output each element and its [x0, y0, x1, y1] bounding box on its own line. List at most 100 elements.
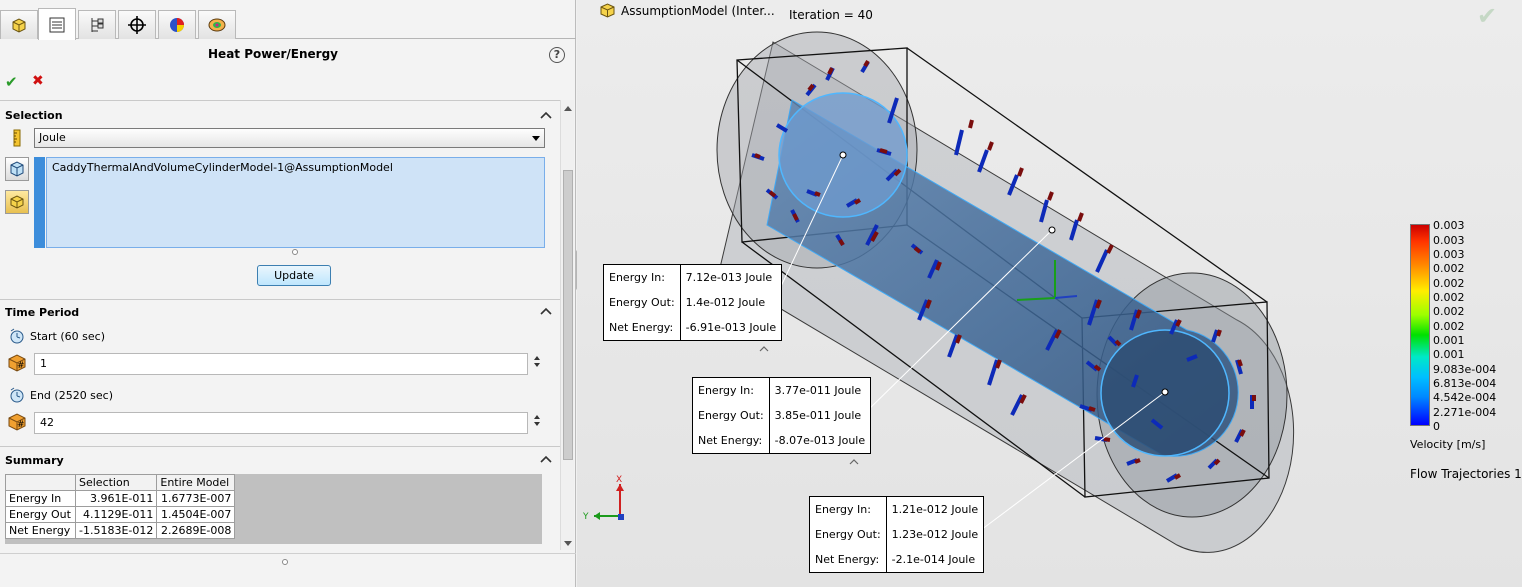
- table-cell: 4.1129E-011: [74, 506, 158, 523]
- svg-text:#: #: [17, 420, 25, 430]
- help-icon[interactable]: ?: [549, 47, 565, 63]
- probe-pin-1[interactable]: [839, 151, 847, 159]
- tab-property-manager[interactable]: [38, 8, 76, 40]
- tab-feature-manager[interactable]: [0, 10, 38, 39]
- probe-label: Net Energy:: [810, 547, 887, 572]
- ok-check-icon[interactable]: ✔: [5, 73, 18, 91]
- origin-triad: [1016, 260, 1078, 301]
- tab-configuration-manager[interactable]: [78, 10, 116, 39]
- end-value-input[interactable]: 42: [34, 412, 528, 434]
- row-label: Net Energy: [5, 522, 76, 539]
- probe-pin-3[interactable]: [1161, 388, 1169, 396]
- column-header: [5, 474, 76, 491]
- table-cell: -1.5183E-012: [74, 522, 158, 539]
- clock-icon: [10, 328, 24, 344]
- column-header: Selection: [74, 474, 158, 491]
- start-label-text: Start (60 sec): [30, 329, 105, 343]
- resize-grip[interactable]: [282, 559, 288, 565]
- divider: [0, 446, 560, 447]
- bottom-resize-bar[interactable]: [0, 553, 576, 571]
- legend-tick: 0.002: [1433, 320, 1465, 333]
- collapse-time-period-button[interactable]: [540, 306, 552, 316]
- selection-section-header: Selection: [5, 109, 63, 122]
- select-parts-button[interactable]: [5, 190, 29, 214]
- probe-label: Net Energy:: [693, 428, 770, 453]
- legend-tick: 0.002: [1433, 291, 1465, 304]
- property-manager-icon: [49, 17, 65, 32]
- row-label: Energy Out: [5, 506, 76, 523]
- spin-down-icon[interactable]: [534, 422, 540, 426]
- cancel-x-icon[interactable]: ✖: [32, 73, 44, 89]
- scroll-thumb[interactable]: [563, 170, 573, 460]
- chevron-up-icon: [540, 455, 552, 463]
- resize-grip[interactable]: [292, 249, 298, 255]
- tab-dimxpert-manager[interactable]: [118, 10, 156, 39]
- table-cell: 2.2689E-008: [156, 522, 236, 539]
- summary-table: Selection Entire Model Energy In 3.961E-…: [5, 474, 236, 539]
- probe-value: 1.4e-012 Joule: [685, 296, 766, 309]
- part-icon: [10, 195, 24, 209]
- energy-probe-callout-1[interactable]: Energy In: 7.12e-013 Joule Energy Out: 1.4…: [603, 264, 783, 341]
- unit-dropdown-value: Joule: [39, 131, 66, 144]
- collapse-selection-button[interactable]: [540, 110, 552, 120]
- manager-tab-bar: [0, 8, 576, 40]
- probe-value: 7.12e-013 Joule: [685, 271, 773, 284]
- update-button[interactable]: Update: [257, 265, 331, 286]
- chevron-up-icon: [540, 307, 552, 315]
- graphics-viewport[interactable]: AssumptionModel (Inter... Iteration = 40…: [577, 0, 1522, 587]
- legend-tick: 0.001: [1433, 348, 1465, 361]
- legend-tick: 0.002: [1433, 262, 1465, 275]
- column-header: Entire Model: [156, 474, 236, 491]
- unit-dropdown[interactable]: Joule: [34, 128, 545, 148]
- probe-pin-2[interactable]: [1048, 226, 1056, 234]
- spin-down-icon[interactable]: [534, 363, 540, 367]
- legend-tick: 0.003: [1433, 234, 1465, 247]
- table-cell: 1.4504E-007: [156, 506, 236, 523]
- chevron-up-icon: [540, 111, 552, 119]
- table-row: Energy Out 4.1129E-011 1.4504E-007: [5, 506, 236, 523]
- probe-label: Net Energy:: [604, 315, 681, 340]
- probe-label: Energy In:: [693, 378, 770, 403]
- spin-up-icon[interactable]: [534, 415, 540, 419]
- flow-trajectories-label: Flow Trajectories 1: [1410, 467, 1522, 481]
- model-name: AssumptionModel (Inter...: [621, 3, 775, 18]
- tab-flow-simulation[interactable]: [198, 10, 236, 39]
- probe-label: Energy In:: [810, 497, 887, 522]
- flow-trajectories: [751, 59, 1256, 483]
- iteration-readout: Iteration = 40: [789, 8, 873, 22]
- legend-title: Velocity [m/s]: [1410, 438, 1486, 451]
- tab-display-manager[interactable]: [158, 10, 196, 39]
- end-value-spinner[interactable]: [531, 412, 543, 434]
- selection-active-marker: [34, 157, 45, 248]
- select-components-button[interactable]: [5, 157, 29, 181]
- triad-y-label: Y: [582, 512, 589, 522]
- velocity-color-scale: [1410, 224, 1430, 426]
- start-value-input[interactable]: 1: [34, 353, 528, 375]
- selection-list[interactable]: CaddyThermalAndVolumeCylinderModel-1@Ass…: [46, 157, 545, 248]
- number-input-icon: #: [8, 413, 26, 431]
- row-label: Energy In: [5, 490, 76, 507]
- scroll-down-icon[interactable]: [564, 541, 572, 546]
- probe-collapse-icon[interactable]: [849, 459, 859, 465]
- collapse-summary-button[interactable]: [540, 454, 552, 464]
- table-cell: 1.6773E-007: [156, 490, 236, 507]
- chevron-down-icon: [532, 136, 540, 141]
- confirm-check-icon[interactable]: ✔: [1477, 2, 1498, 30]
- model-breadcrumb[interactable]: AssumptionModel (Inter...: [599, 2, 775, 19]
- start-value-spinner[interactable]: [531, 353, 543, 375]
- panel-scrollbar[interactable]: [560, 100, 574, 550]
- scroll-up-icon[interactable]: [564, 106, 572, 111]
- list-item[interactable]: CaddyThermalAndVolumeCylinderModel-1@Ass…: [52, 161, 393, 174]
- flow-simulation-icon: [208, 18, 226, 32]
- spin-up-icon[interactable]: [534, 356, 540, 360]
- energy-probe-callout-2[interactable]: Energy In: 3.77e-011 Joule Energy Out: 3.8…: [692, 377, 872, 454]
- legend-tick: 0.003: [1433, 219, 1465, 232]
- probe-value: -6.91e-013 Joule: [685, 321, 777, 334]
- end-field-label: End (2520 sec): [8, 386, 113, 404]
- probe-collapse-icon[interactable]: [759, 346, 769, 352]
- legend-tick: 9.083e-004: [1433, 363, 1497, 376]
- model-3d-view[interactable]: [577, 0, 1522, 587]
- view-orientation-triad[interactable]: X Y: [582, 474, 632, 526]
- energy-probe-callout-3[interactable]: Energy In: 1.21e-012 Joule Energy Out: 1.2…: [809, 496, 985, 573]
- probe-value: -8.07e-013 Joule: [774, 434, 866, 447]
